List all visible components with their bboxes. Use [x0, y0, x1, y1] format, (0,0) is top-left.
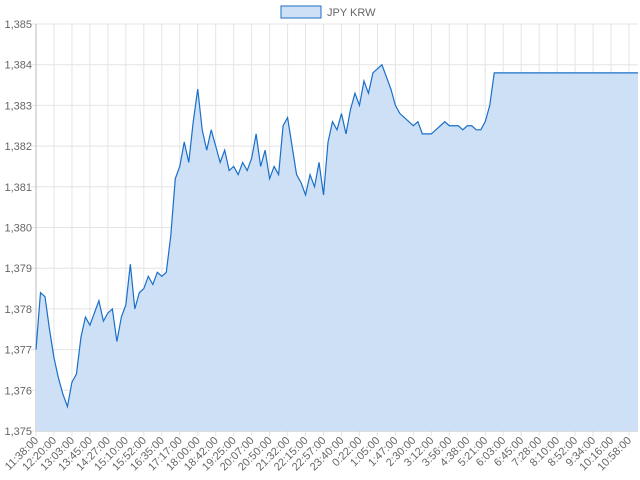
legend-label: JPY KRW: [327, 7, 376, 19]
y-tick-label: 1,385: [4, 19, 32, 31]
y-tick-label: 1,381: [4, 182, 32, 194]
y-tick-label: 1,377: [4, 345, 32, 357]
line: [35, 63, 638, 409]
y-tick-label: 1,380: [4, 223, 32, 235]
y-tick-label: 1,375: [4, 426, 32, 438]
y-tick-label: 1,383: [4, 100, 32, 112]
y-tick-label: 1,376: [4, 385, 32, 397]
area: [36, 64, 638, 431]
legend-swatch: [280, 5, 322, 19]
y-tick-label: 1,384: [4, 60, 32, 72]
y-tick-label: 1,382: [4, 141, 32, 153]
y-tick-label: 1,379: [4, 263, 32, 275]
y-tick-label: 1,378: [4, 304, 32, 316]
